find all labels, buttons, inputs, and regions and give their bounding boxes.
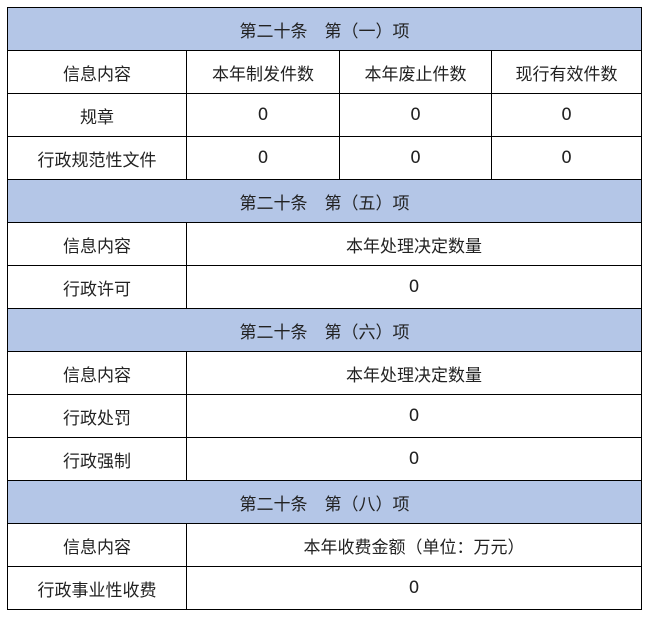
header-row: 信息内容 本年处理决定数量: [7, 222, 642, 266]
column-header: 信息内容: [7, 523, 187, 567]
column-header: 信息内容: [7, 351, 187, 395]
section-title: 第二十条 第（一）项: [7, 7, 642, 51]
cell-value: 0: [186, 437, 642, 481]
row-label: 行政规范性文件: [7, 136, 187, 180]
column-header: 本年处理决定数量: [186, 222, 642, 266]
section-title: 第二十条 第（八）项: [7, 480, 642, 524]
column-header: 信息内容: [7, 50, 187, 94]
cell-value: 0: [491, 136, 642, 180]
section-title: 第二十条 第（五）项: [7, 179, 642, 223]
section-header: 第二十条 第（八）项: [7, 480, 642, 524]
section-header: 第二十条 第（五）项: [7, 179, 642, 223]
table-row: 行政许可 0: [7, 265, 642, 309]
cell-value: 0: [339, 136, 492, 180]
table-row: 行政事业性收费 0: [7, 566, 642, 610]
column-header: 本年废止件数: [339, 50, 492, 94]
table-row: 行政规范性文件 0 0 0: [7, 136, 642, 180]
cell-value: 0: [186, 566, 642, 610]
cell-value: 0: [339, 93, 492, 137]
header-row: 信息内容 本年收费金额（单位：万元）: [7, 523, 642, 567]
cell-value: 0: [186, 394, 642, 438]
cell-value: 0: [186, 136, 340, 180]
column-header: 本年处理决定数量: [186, 351, 642, 395]
column-header: 本年收费金额（单位：万元）: [186, 523, 642, 567]
row-label: 行政强制: [7, 437, 187, 481]
row-label: 规章: [7, 93, 187, 137]
section-header: 第二十条 第（六）项: [7, 308, 642, 352]
row-label: 行政许可: [7, 265, 187, 309]
cell-value: 0: [491, 93, 642, 137]
header-row: 信息内容 本年制发件数 本年废止件数 现行有效件数: [7, 50, 642, 94]
section-header: 第二十条 第（一）项: [7, 7, 642, 51]
header-row: 信息内容 本年处理决定数量: [7, 351, 642, 395]
row-label: 行政事业性收费: [7, 566, 187, 610]
section-title: 第二十条 第（六）项: [7, 308, 642, 352]
column-header: 信息内容: [7, 222, 187, 266]
column-header: 本年制发件数: [186, 50, 340, 94]
table-row: 行政处罚 0: [7, 394, 642, 438]
table-row: 行政强制 0: [7, 437, 642, 481]
disclosure-table: 第二十条 第（一）项 信息内容 本年制发件数 本年废止件数 现行有效件数 规章 …: [7, 7, 642, 610]
cell-value: 0: [186, 93, 340, 137]
column-header: 现行有效件数: [491, 50, 642, 94]
table-row: 规章 0 0 0: [7, 93, 642, 137]
row-label: 行政处罚: [7, 394, 187, 438]
cell-value: 0: [186, 265, 642, 309]
